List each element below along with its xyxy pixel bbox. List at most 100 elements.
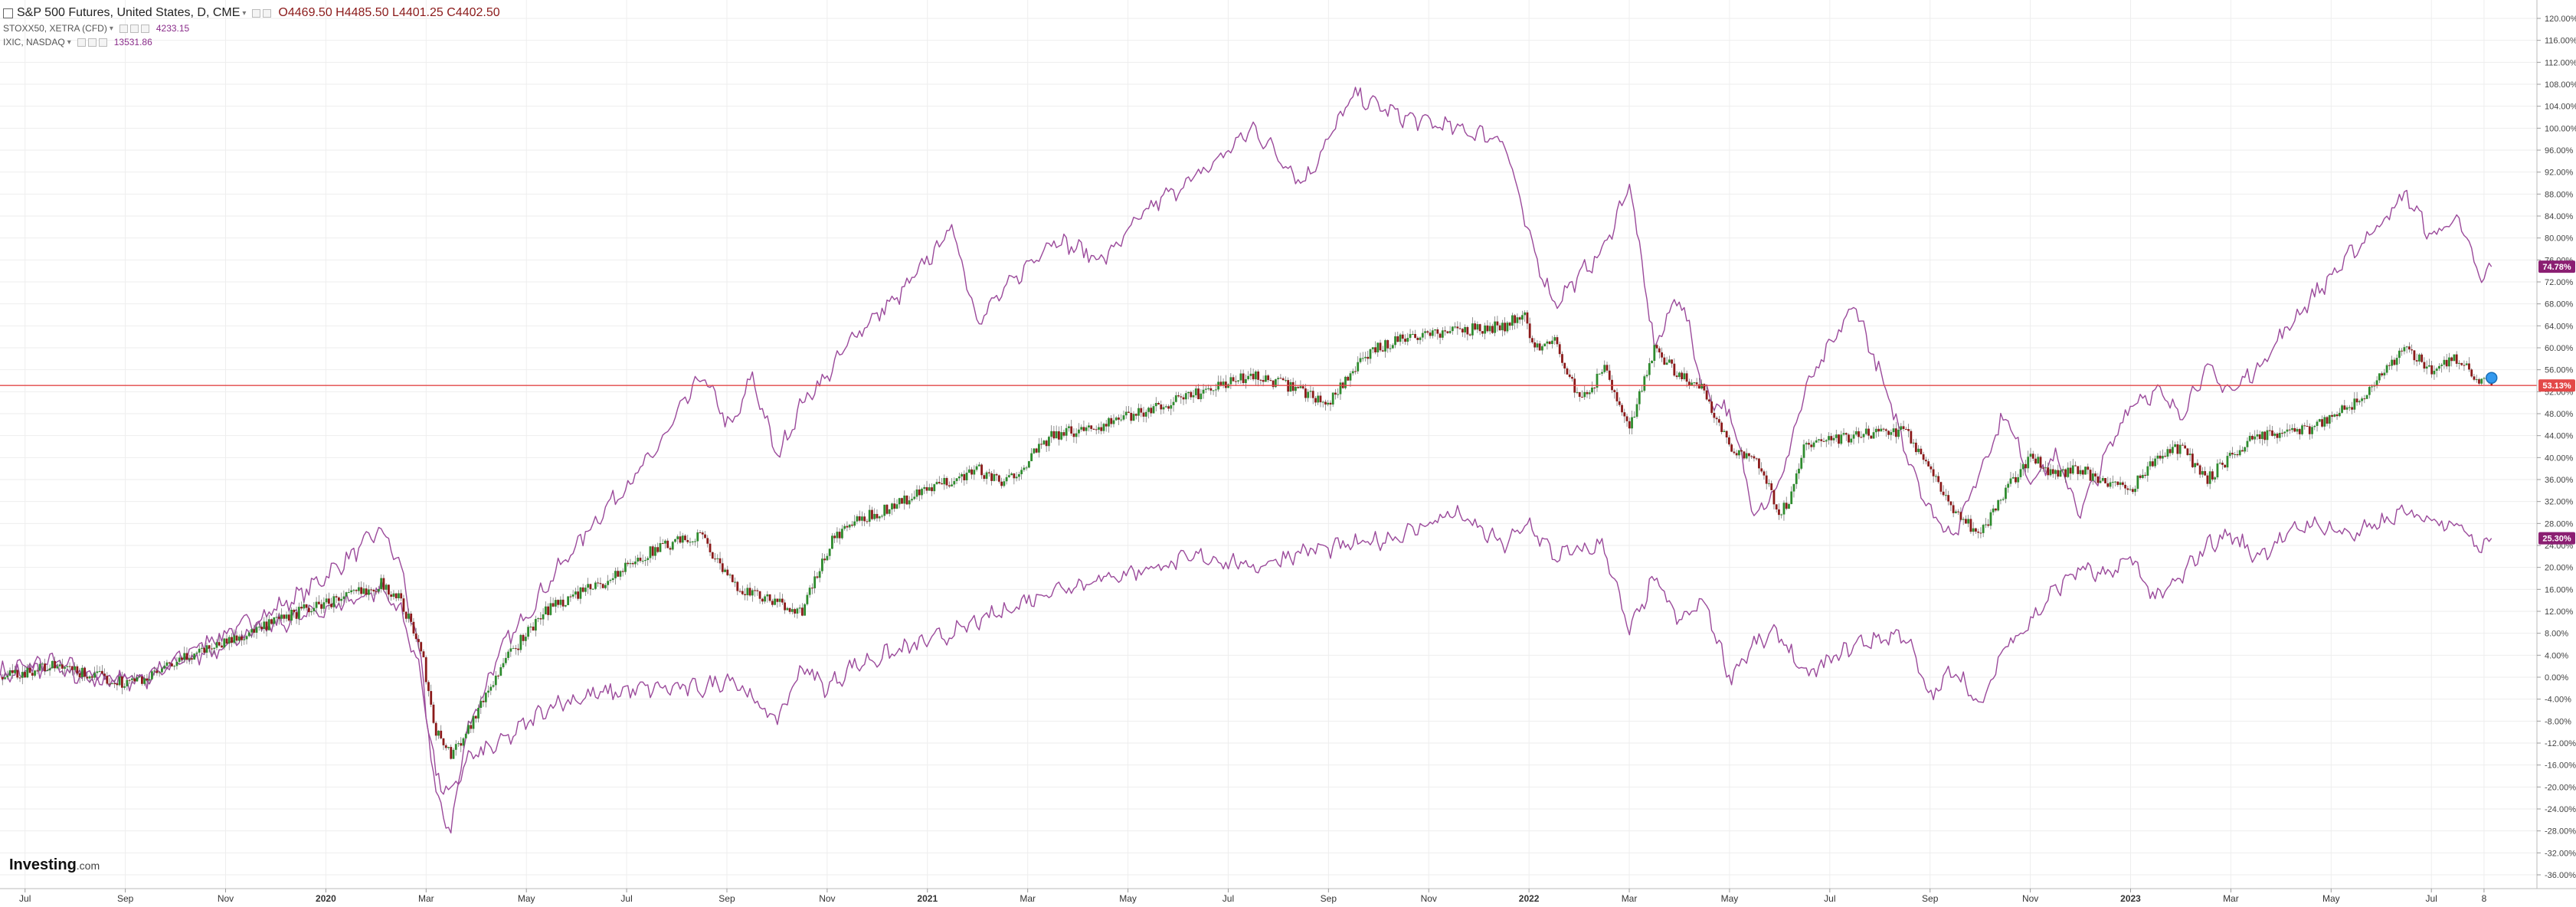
candle-body <box>452 749 455 759</box>
candle-body <box>2440 365 2443 366</box>
candle-body <box>552 603 555 607</box>
candle-body <box>1381 350 1384 352</box>
candle-body <box>447 747 450 748</box>
candle-body <box>1743 451 1746 459</box>
settings-icon[interactable] <box>252 8 261 18</box>
candle-body <box>644 560 646 562</box>
candle-body <box>116 683 119 686</box>
candle-body <box>1494 321 1497 333</box>
chevron-down-icon[interactable]: ▾ <box>109 24 113 33</box>
candle-body <box>676 536 679 539</box>
candle-body <box>1907 429 1910 431</box>
candle-body <box>1060 432 1063 440</box>
candle-body <box>1887 431 1890 435</box>
candle-body <box>1581 397 1583 398</box>
close-icon[interactable] <box>98 38 107 47</box>
candle-body <box>1538 343 1541 351</box>
candle-body <box>1234 381 1237 382</box>
candle-body <box>891 503 893 509</box>
candle-body <box>589 584 592 590</box>
candle-body <box>1224 381 1227 388</box>
candle-body <box>2298 429 2301 434</box>
candle-body <box>571 594 574 597</box>
candle-body <box>1070 426 1073 434</box>
candle-body <box>2256 434 2259 437</box>
candle-body <box>1319 395 1322 403</box>
candle-body <box>2041 467 2044 469</box>
candle-body <box>701 532 704 535</box>
candle-body <box>450 747 453 759</box>
candle-body <box>664 540 666 544</box>
candle-body <box>1207 388 1209 389</box>
candle-body <box>2318 419 2321 422</box>
settings-icon[interactable] <box>87 38 97 47</box>
candle-body <box>1576 391 1579 393</box>
candle-body <box>1144 411 1147 417</box>
legend-main-row[interactable]: S&P 500 Futures, United States, D, CME ▾… <box>3 6 500 20</box>
candle-body <box>967 469 971 473</box>
candle-body <box>1454 326 1456 328</box>
candle-body <box>2407 346 2411 350</box>
legend-compare-row-2[interactable]: IXIC, NASDAQ ▾ 13531.86 <box>3 37 500 47</box>
candle-body <box>826 555 829 561</box>
candle-body <box>2283 431 2286 434</box>
candle-body <box>2011 476 2015 479</box>
candle-body <box>1232 377 1235 381</box>
candle-body <box>185 653 188 660</box>
hide-icon[interactable] <box>263 8 272 18</box>
candle-body <box>93 673 97 678</box>
compare1-title[interactable]: STOXX50, XETRA (CFD) <box>3 23 107 34</box>
candle-body <box>492 685 495 687</box>
legend-compare-row-1[interactable]: STOXX50, XETRA (CFD) ▾ 4233.15 <box>3 23 500 34</box>
candle-body <box>1625 416 1628 421</box>
candle-body <box>1 677 4 679</box>
candle-body <box>961 473 963 477</box>
x-tick-label: Nov <box>2022 893 2038 904</box>
candle-body <box>656 547 660 552</box>
series-value-badge <box>2538 260 2575 273</box>
candle-body <box>432 704 435 723</box>
candle-body <box>957 476 961 479</box>
candle-body <box>1229 377 1232 385</box>
candle-body <box>2478 379 2480 384</box>
candle-body <box>903 495 906 504</box>
candle-body <box>1725 431 1728 438</box>
chevron-down-icon[interactable]: ▾ <box>67 38 71 47</box>
candle-body <box>1516 317 1519 323</box>
candle-body <box>1687 381 1691 385</box>
high-value: 4485.50 <box>344 6 389 19</box>
x-tick-label: 2023 <box>2120 893 2141 904</box>
x-tick-label: Sep <box>1922 893 1939 904</box>
candle-body <box>808 588 811 595</box>
close-icon[interactable] <box>140 24 149 33</box>
candle-body <box>260 627 263 630</box>
time-axis[interactable]: Jul Sep Nov 2020 Mar May Jul Sep Nov 2021 Mar May Ju… <box>19 889 2487 904</box>
candle-body <box>51 660 54 669</box>
candle-body <box>1090 425 1093 429</box>
candle-body <box>6 676 9 678</box>
main-symbol-title[interactable]: S&P 500 Futures, United States, D, CME <box>17 6 241 19</box>
candle-body <box>394 593 398 598</box>
candle-body <box>833 535 836 539</box>
compare2-value: 13531.86 <box>113 37 152 47</box>
candle-body <box>2015 476 2017 483</box>
candle-body <box>1043 440 1046 445</box>
candle-body <box>2405 346 2408 348</box>
settings-icon[interactable] <box>129 24 139 33</box>
candle-body <box>2246 440 2249 447</box>
hide-icon[interactable] <box>77 38 86 47</box>
hide-icon[interactable] <box>119 24 128 33</box>
candle-body <box>1967 519 1970 524</box>
candle-body <box>1810 444 1813 447</box>
price-axis[interactable]: 120.00% 116.00% 112.00% 108.00% 104.00% 100.0… <box>2537 15 2576 880</box>
candle-body <box>100 671 103 674</box>
candle-body <box>372 589 375 592</box>
candle-body <box>1314 398 1317 403</box>
chevron-down-icon[interactable]: ▾ <box>242 8 247 18</box>
candle-body <box>1975 528 1977 532</box>
candle-body <box>674 539 676 542</box>
compare2-title[interactable]: IXIC, NASDAQ <box>3 37 65 47</box>
y-tick-label: 120.00% <box>2545 15 2576 24</box>
candle-body <box>83 667 86 677</box>
